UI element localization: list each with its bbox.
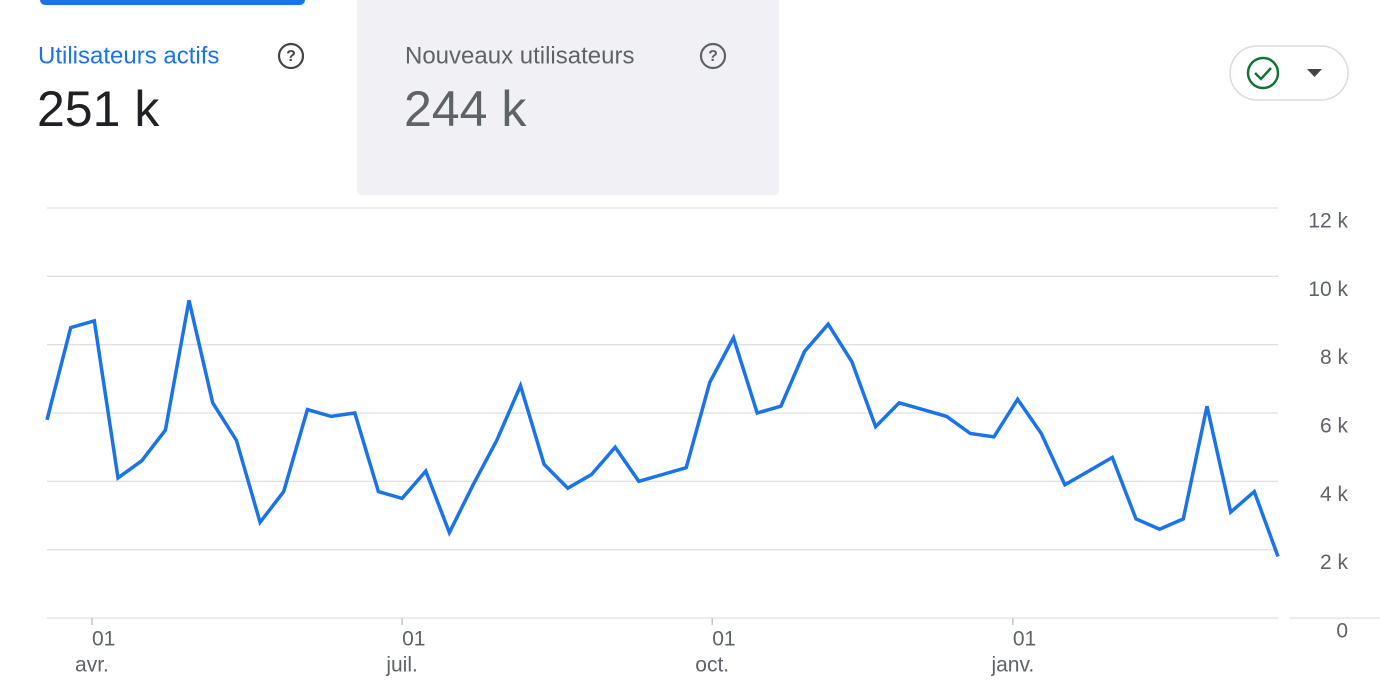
x-tick-month: oct.	[695, 654, 729, 677]
tab-value: 251 k	[37, 81, 160, 137]
compare-button[interactable]	[1229, 45, 1349, 101]
y-tick-label: 8 k	[1320, 346, 1349, 369]
y-tick-label: 0	[1336, 620, 1348, 643]
check-mark	[1254, 67, 1272, 81]
tab-label: Utilisateurs actifs	[38, 42, 219, 69]
tab-label: Nouveaux utilisateurs	[405, 42, 634, 69]
x-tick-month: janv.	[990, 654, 1034, 677]
y-tick-label: 10 k	[1308, 278, 1348, 301]
data-line	[45, 299, 1280, 558]
tab-value: 244 k	[404, 81, 527, 137]
dropdown-arrow	[1307, 69, 1322, 77]
y-tick-label: 6 k	[1320, 415, 1349, 438]
x-tick-label: 01	[712, 628, 735, 651]
x-tick-month: avr.	[75, 654, 109, 677]
check-icon	[1246, 56, 1280, 90]
x-tick-label: 01	[92, 628, 115, 651]
y-tick-label: 4 k	[1320, 483, 1349, 506]
help-icon[interactable]	[699, 42, 727, 70]
help-icon-glyph: ?	[286, 48, 296, 65]
x-tick-label: 01	[1013, 628, 1036, 651]
chart: 0 2 k 4 k 6 k 8 k 10 k 12 k 01 avr. 01 juil. 01 oct.…	[45, 207, 1380, 677]
tab-active-users[interactable]: Utilisateurs actifs ? 251 k	[37, 42, 305, 137]
x-tick-label: 01	[402, 628, 425, 651]
x-tick-month: juil.	[385, 654, 418, 677]
tab-new-users[interactable]: Nouveaux utilisateurs ? 244 k	[357, 0, 779, 195]
tab-background	[357, 0, 779, 195]
help-icon-glyph: ?	[708, 48, 718, 65]
y-tick-label: 12 k	[1308, 210, 1348, 233]
help-icon[interactable]	[277, 42, 305, 70]
y-tick-label: 2 k	[1320, 551, 1349, 574]
selected-tab-indicator	[40, 0, 305, 5]
